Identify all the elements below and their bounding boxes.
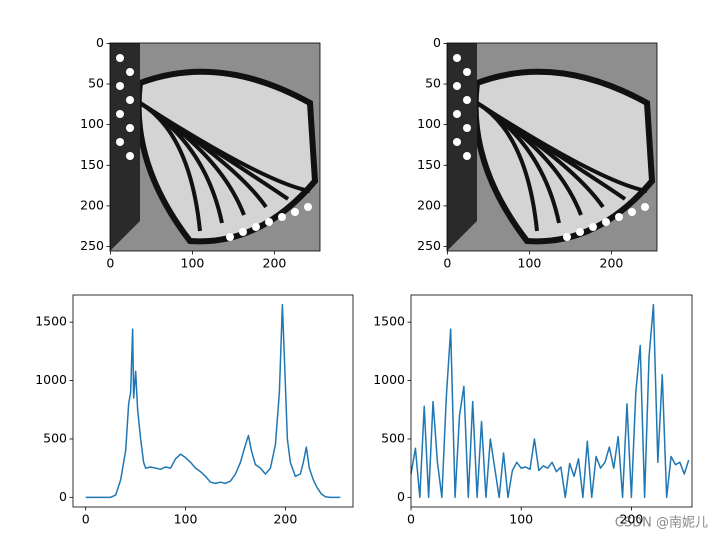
image [447, 43, 657, 251]
y-tick-label: 1000 [35, 372, 67, 387]
y-tick-label: 150 [80, 157, 104, 172]
image-spot [126, 152, 134, 160]
y-tick-label: 200 [417, 197, 441, 212]
y-tick-label: 0 [96, 35, 104, 50]
y-tick-label: 0 [59, 489, 67, 504]
y-tick-label: 50 [88, 76, 104, 91]
x-tick-label: 0 [407, 512, 415, 527]
x-tick-label: 200 [600, 256, 624, 271]
x-tick-label: 200 [273, 512, 297, 527]
watermark: CSDN @南妮儿 [615, 515, 708, 531]
image-spot [304, 203, 312, 211]
image-spot [563, 233, 571, 241]
image-spot [463, 68, 471, 76]
image-spot [463, 152, 471, 160]
x-tick-label: 100 [518, 256, 542, 271]
axes-frame [410, 294, 693, 508]
x-tick-label: 0 [106, 256, 114, 271]
image-edge [447, 43, 477, 251]
image-spot [239, 228, 247, 236]
image-spot [116, 82, 124, 90]
image-spot [265, 218, 273, 226]
image-spot [126, 124, 134, 132]
image-spot [116, 110, 124, 118]
x-tick-label: 100 [181, 256, 205, 271]
image-spot [126, 96, 134, 104]
image-spot [463, 124, 471, 132]
image-spot [453, 110, 461, 118]
line [85, 303, 341, 499]
image-spot [126, 68, 134, 76]
line [410, 303, 690, 499]
x-tick-label: 100 [174, 512, 198, 527]
image-edge [110, 43, 140, 251]
image-spot [116, 138, 124, 146]
image-spot [226, 233, 234, 241]
y-tick-label: 100 [417, 116, 441, 131]
axes-frame [72, 294, 354, 508]
y-tick-label: 200 [80, 197, 104, 212]
image-spot [252, 223, 260, 231]
x-tick-label: 200 [263, 256, 287, 271]
image-spot [628, 208, 636, 216]
image-spot [278, 213, 286, 221]
image-spot [641, 203, 649, 211]
y-tick-label: 0 [397, 489, 405, 504]
image-vein [138, 101, 311, 193]
y-tick-label: 150 [417, 157, 441, 172]
y-tick-label: 0 [433, 35, 441, 50]
image-spot [463, 96, 471, 104]
image-spot [589, 223, 597, 231]
y-tick-label: 250 [80, 238, 104, 253]
y-tick-label: 500 [381, 430, 405, 445]
image-spot [291, 208, 299, 216]
x-tick-label: 200 [619, 512, 643, 527]
image-spot [576, 228, 584, 236]
x-tick-label: 0 [82, 512, 90, 527]
image-spot [602, 218, 610, 226]
image-spot [116, 54, 124, 62]
x-tick-label: 0 [443, 256, 451, 271]
image-spot [453, 138, 461, 146]
image-vein [475, 101, 648, 193]
y-tick-label: 1500 [35, 314, 67, 329]
y-tick-label: 250 [417, 238, 441, 253]
x-tick-label: 100 [509, 512, 533, 527]
image-spot [615, 213, 623, 221]
y-tick-label: 500 [43, 430, 67, 445]
image-spot [453, 54, 461, 62]
y-tick-label: 1500 [373, 314, 405, 329]
axes-frame [109, 42, 321, 252]
y-tick-label: 50 [425, 76, 441, 91]
axes-frame [446, 42, 658, 252]
image [110, 43, 320, 251]
image-spot [453, 82, 461, 90]
y-tick-label: 100 [80, 116, 104, 131]
y-tick-label: 1000 [373, 372, 405, 387]
